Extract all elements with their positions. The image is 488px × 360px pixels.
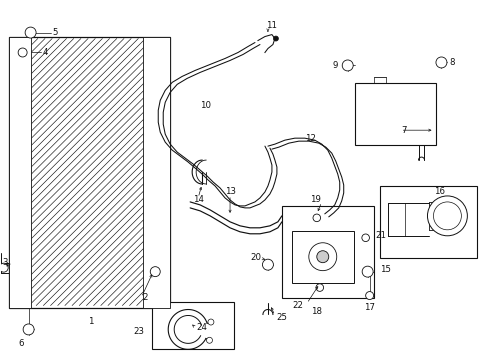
Text: 14: 14 <box>192 195 203 204</box>
Text: 1: 1 <box>87 317 93 326</box>
Text: 20: 20 <box>249 253 261 262</box>
Circle shape <box>315 284 323 291</box>
Text: 11: 11 <box>266 21 277 30</box>
Bar <box>9 37 31 307</box>
Text: 25: 25 <box>275 313 286 322</box>
Circle shape <box>432 202 461 230</box>
Circle shape <box>361 234 369 242</box>
Circle shape <box>427 196 467 236</box>
Circle shape <box>435 57 446 68</box>
Text: 18: 18 <box>311 307 322 316</box>
Text: 17: 17 <box>364 303 374 312</box>
Circle shape <box>262 259 273 270</box>
Circle shape <box>312 214 320 222</box>
Text: 4: 4 <box>42 48 48 57</box>
Text: 13: 13 <box>224 188 235 197</box>
Text: 10: 10 <box>200 101 211 110</box>
Text: 12: 12 <box>304 134 315 143</box>
Circle shape <box>362 266 372 277</box>
Text: 15: 15 <box>379 265 390 274</box>
Bar <box>9 37 170 307</box>
Text: 23: 23 <box>133 327 144 336</box>
Circle shape <box>18 48 27 57</box>
Circle shape <box>150 267 160 276</box>
Circle shape <box>273 36 278 41</box>
Circle shape <box>206 337 212 343</box>
Text: 7: 7 <box>401 126 406 135</box>
Text: 16: 16 <box>433 188 445 197</box>
Text: 8: 8 <box>448 58 454 67</box>
Text: 3: 3 <box>2 258 8 267</box>
Text: 22: 22 <box>291 301 302 310</box>
Circle shape <box>0 263 8 272</box>
Bar <box>354 84 436 145</box>
Text: 2: 2 <box>142 293 147 302</box>
Text: 19: 19 <box>309 195 320 204</box>
Text: 24: 24 <box>196 323 207 332</box>
Bar <box>291 231 353 283</box>
Bar <box>379 186 476 258</box>
Text: 5: 5 <box>52 28 58 37</box>
Text: 6: 6 <box>18 339 23 348</box>
Circle shape <box>207 319 213 325</box>
Circle shape <box>342 60 352 71</box>
Bar <box>143 37 170 307</box>
Circle shape <box>316 251 328 263</box>
Circle shape <box>308 243 336 271</box>
Circle shape <box>25 27 36 38</box>
Text: 21: 21 <box>375 231 386 240</box>
Circle shape <box>365 292 373 300</box>
Text: 9: 9 <box>332 61 337 70</box>
Bar <box>281 206 373 298</box>
Circle shape <box>23 324 34 335</box>
Bar <box>152 302 234 349</box>
